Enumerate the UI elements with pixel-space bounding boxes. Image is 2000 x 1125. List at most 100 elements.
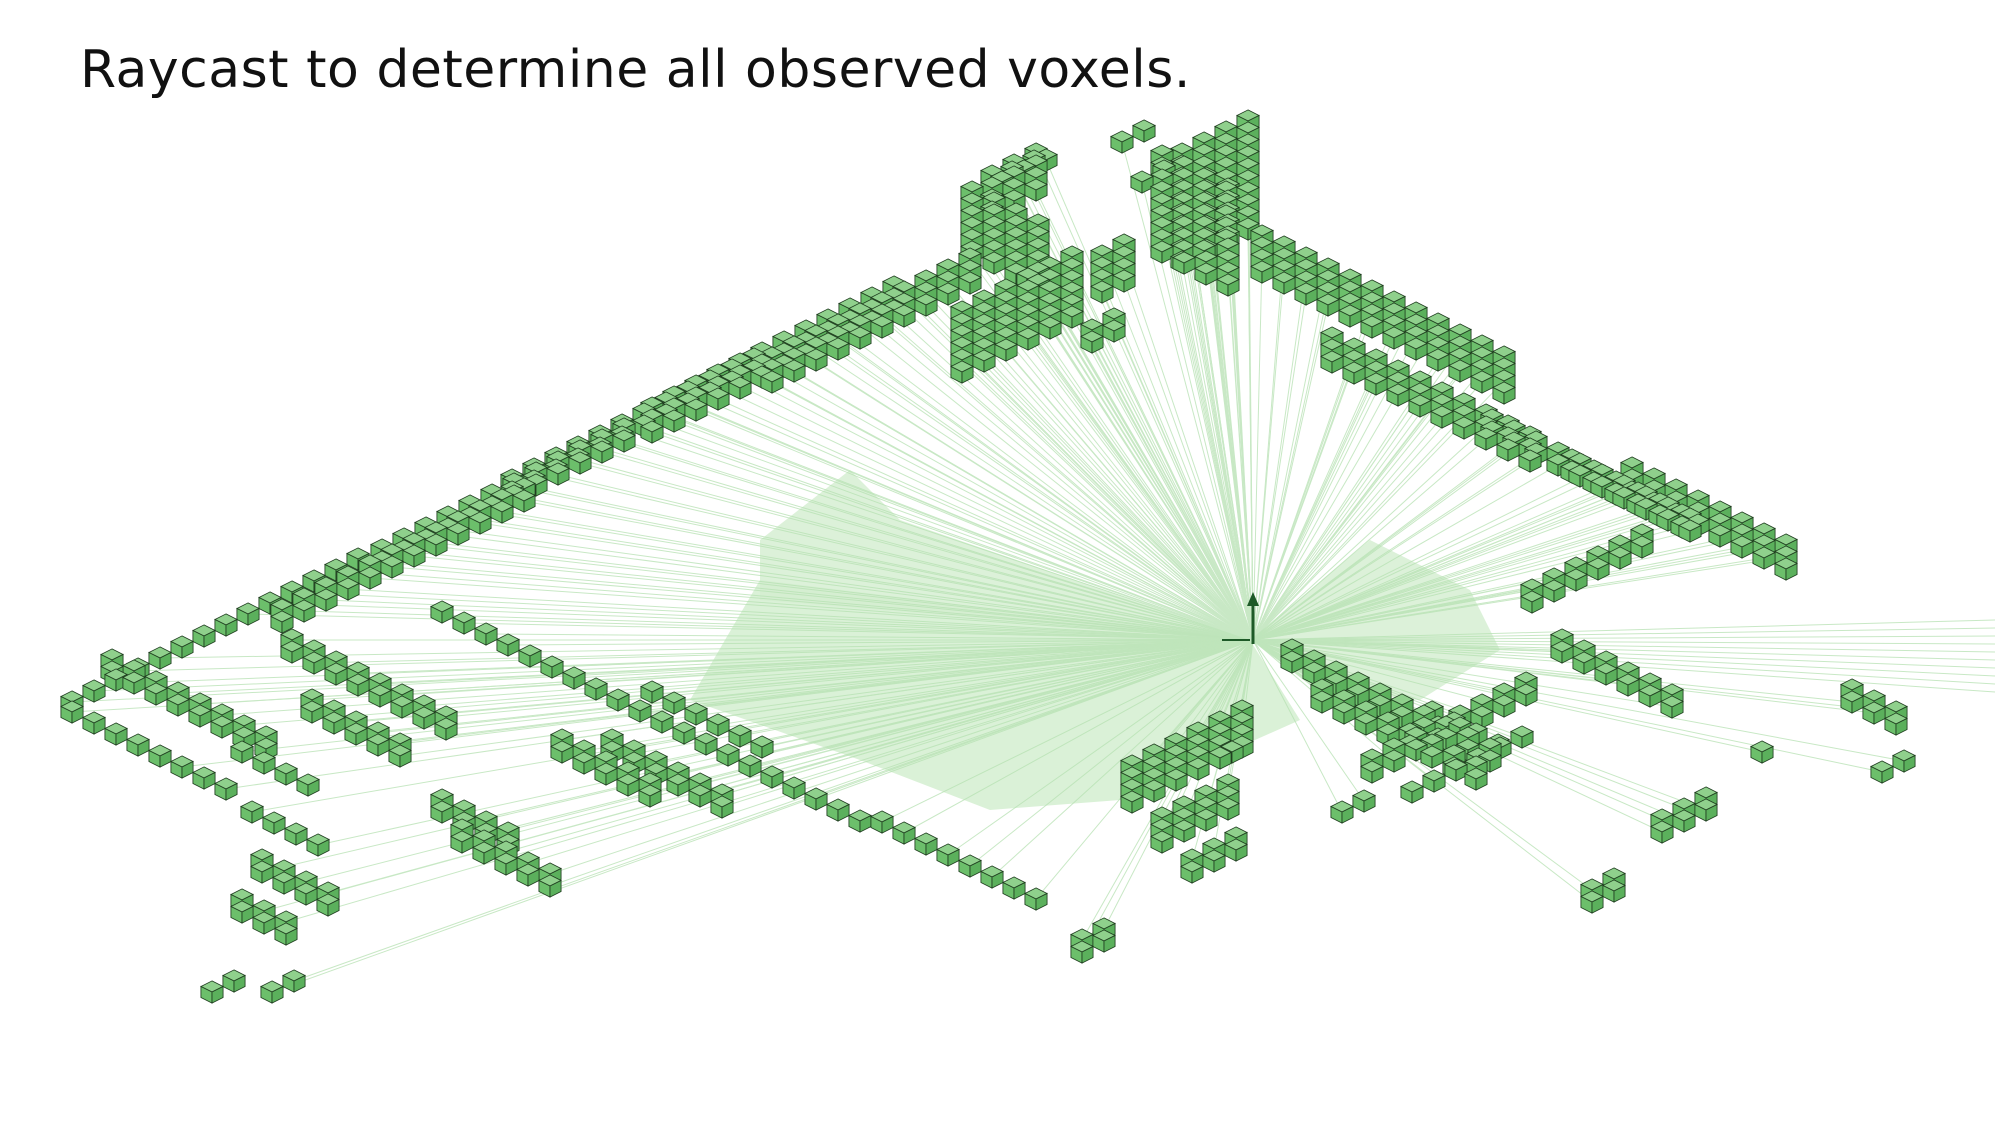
ray xyxy=(513,495,1254,641)
ray xyxy=(1005,349,1254,641)
voxel xyxy=(1870,760,1894,784)
ray xyxy=(485,633,1254,641)
ray xyxy=(601,451,1254,641)
ray xyxy=(1035,153,1254,641)
ray xyxy=(1252,639,1897,713)
voxel xyxy=(804,787,828,811)
ray xyxy=(549,639,1254,887)
ray xyxy=(1252,639,1996,661)
ray xyxy=(1252,490,1655,641)
ray xyxy=(1027,326,1254,641)
ray xyxy=(673,420,1254,641)
ray xyxy=(523,488,1254,641)
ray xyxy=(335,569,1254,641)
ray xyxy=(827,319,1254,641)
voxel xyxy=(260,980,284,1004)
ray xyxy=(1252,639,1593,903)
ray xyxy=(1252,269,1307,641)
ray xyxy=(1049,315,1254,641)
voxel xyxy=(214,777,238,801)
up-arrow-icon xyxy=(1222,592,1259,644)
ray-bundle xyxy=(71,120,1996,993)
ray xyxy=(325,587,1254,641)
ray xyxy=(961,335,1254,641)
ray xyxy=(445,639,1254,718)
ray xyxy=(837,336,1254,641)
ray xyxy=(241,639,1254,753)
voxel xyxy=(170,755,194,779)
ray xyxy=(717,386,1254,641)
ray xyxy=(1227,260,1254,641)
ray xyxy=(1252,639,1673,708)
ray xyxy=(1252,639,1343,813)
ray xyxy=(469,505,1254,641)
voxel xyxy=(1002,876,1026,900)
ray xyxy=(1252,635,1996,641)
ray xyxy=(1252,639,1853,703)
ray xyxy=(717,398,1254,641)
ray xyxy=(93,639,1254,692)
ray xyxy=(1183,250,1254,641)
voxel xyxy=(104,722,128,746)
voxel xyxy=(650,710,674,734)
voxel xyxy=(282,969,306,993)
ray xyxy=(527,639,1254,864)
ray xyxy=(1049,303,1254,641)
voxel xyxy=(170,635,194,659)
ray xyxy=(1252,360,1355,641)
ray xyxy=(355,639,1254,735)
ray xyxy=(579,462,1254,641)
ray xyxy=(1252,497,1625,641)
ray xyxy=(533,468,1254,641)
ray xyxy=(903,639,1254,834)
ray xyxy=(1252,259,1263,641)
voxel xyxy=(1024,887,1048,911)
voxel xyxy=(222,969,246,993)
ray xyxy=(1121,141,1254,641)
ray xyxy=(263,639,1254,912)
voxel xyxy=(1750,740,1774,764)
voxel xyxy=(958,854,982,878)
ray xyxy=(1252,470,1595,641)
ray xyxy=(399,639,1254,757)
ray xyxy=(599,447,1254,641)
ray xyxy=(381,561,1254,641)
ray xyxy=(1252,639,1875,714)
voxel xyxy=(1422,769,1446,793)
voxel xyxy=(82,711,106,735)
voxel xyxy=(1352,789,1376,813)
ray xyxy=(1252,557,1765,641)
ray xyxy=(1252,507,1669,641)
ray xyxy=(805,354,1254,641)
ray xyxy=(1252,485,1625,641)
voxel xyxy=(980,865,1004,889)
ray xyxy=(369,577,1254,641)
voxel xyxy=(214,613,238,637)
ray xyxy=(1252,415,1465,641)
voxel xyxy=(518,644,542,668)
ray xyxy=(583,639,1254,752)
ray xyxy=(1081,639,1254,941)
ray xyxy=(1101,255,1254,641)
voxel xyxy=(296,773,320,797)
ray xyxy=(1252,268,1329,641)
voxel xyxy=(1132,119,1156,143)
ray xyxy=(623,440,1254,641)
voxel xyxy=(1892,749,1916,773)
voxel xyxy=(848,809,872,833)
ray xyxy=(1252,639,1883,773)
ray xyxy=(181,639,1254,768)
ray xyxy=(805,330,1254,641)
ray xyxy=(577,458,1254,641)
ray xyxy=(1101,279,1254,641)
ray xyxy=(1252,619,1996,641)
ray xyxy=(1005,313,1254,641)
ray xyxy=(1252,426,1487,641)
voxel xyxy=(870,810,894,834)
ray xyxy=(463,622,1254,641)
ray xyxy=(1252,589,1533,641)
voxel xyxy=(826,798,850,822)
ray xyxy=(1252,519,1669,641)
ray xyxy=(837,348,1254,641)
